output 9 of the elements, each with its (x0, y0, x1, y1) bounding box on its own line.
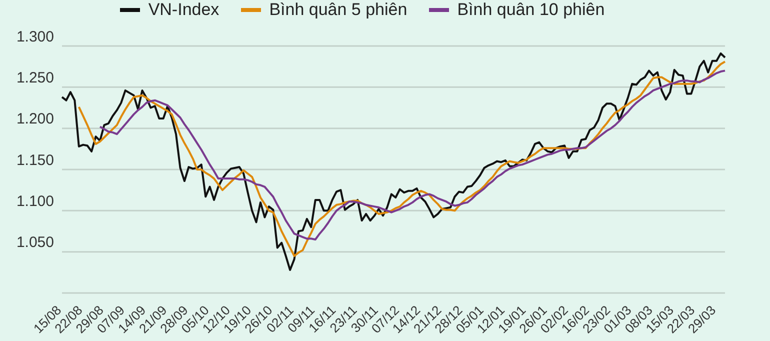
y-tick-label: 1.050 (16, 234, 54, 252)
y-tick-label: 1.300 (16, 28, 54, 46)
legend-label: Bình quân 5 phiên (269, 0, 408, 20)
legend-label: Bình quân 10 phiên (457, 0, 605, 20)
legend-label: VN-Index (148, 0, 220, 20)
y-tick-label: 1.200 (16, 110, 54, 128)
y-tick-label: 1.250 (16, 69, 54, 86)
y-tick-label: 1.100 (16, 192, 54, 210)
y-tick-label: 1.150 (16, 152, 54, 169)
